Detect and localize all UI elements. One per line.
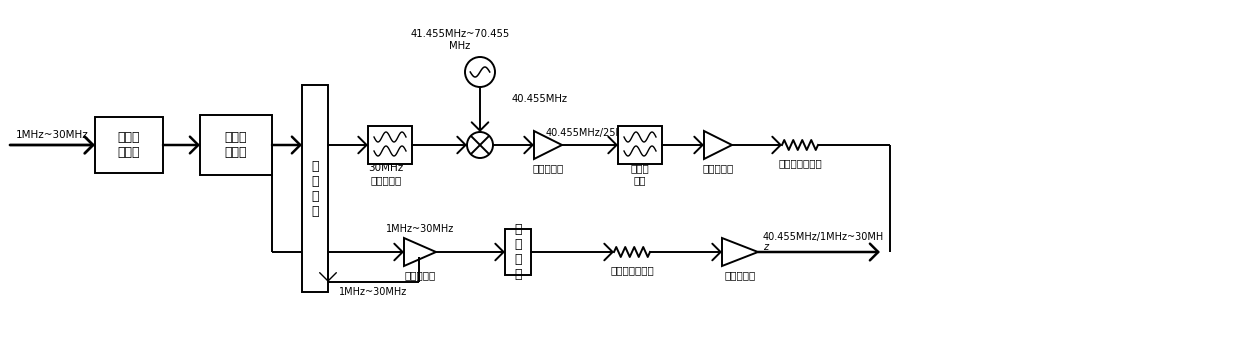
Bar: [368, 126, 413, 164]
Text: 第二滤
波器: 第二滤 波器: [631, 163, 649, 185]
Bar: [95, 117, 164, 173]
Bar: [302, 85, 328, 292]
Text: 30MHz
第一滤波器: 30MHz 第一滤波器: [368, 163, 404, 185]
Text: 1MHz~30MHz: 1MHz~30MHz: [339, 287, 408, 297]
Text: 第一数控衰减器: 第一数控衰减器: [778, 158, 821, 168]
Text: 模式选
择电路: 模式选 择电路: [118, 131, 140, 159]
Text: z: z: [763, 242, 768, 252]
Bar: [618, 126, 662, 164]
Text: 40.455MHz/1MHz~30MH: 40.455MHz/1MHz~30MH: [763, 232, 885, 242]
Text: 40.455MHz/25kHz: 40.455MHz/25kHz: [545, 128, 634, 138]
Text: 第二数控衰减器: 第二数控衰减器: [610, 265, 654, 275]
Bar: [506, 229, 532, 275]
Text: 开关滤
波器组: 开关滤 波器组: [224, 131, 248, 159]
Text: 1MHz~30MHz: 1MHz~30MHz: [16, 130, 89, 140]
Text: 第一放大器: 第一放大器: [533, 163, 564, 173]
Text: 第
一
开
关: 第 一 开 关: [311, 160, 318, 217]
Text: 第四放大器: 第四放大器: [725, 270, 756, 280]
Text: 第二放大器: 第二放大器: [703, 163, 733, 173]
Text: 第
二
开
关: 第 二 开 关: [514, 223, 522, 281]
Text: 第三放大器: 第三放大器: [404, 270, 436, 280]
Text: 40.455MHz: 40.455MHz: [512, 94, 567, 104]
Bar: [199, 115, 273, 175]
Text: 1MHz~30MHz: 1MHz~30MHz: [385, 224, 455, 234]
Text: 41.455MHz~70.455
MHz: 41.455MHz~70.455 MHz: [410, 29, 509, 51]
